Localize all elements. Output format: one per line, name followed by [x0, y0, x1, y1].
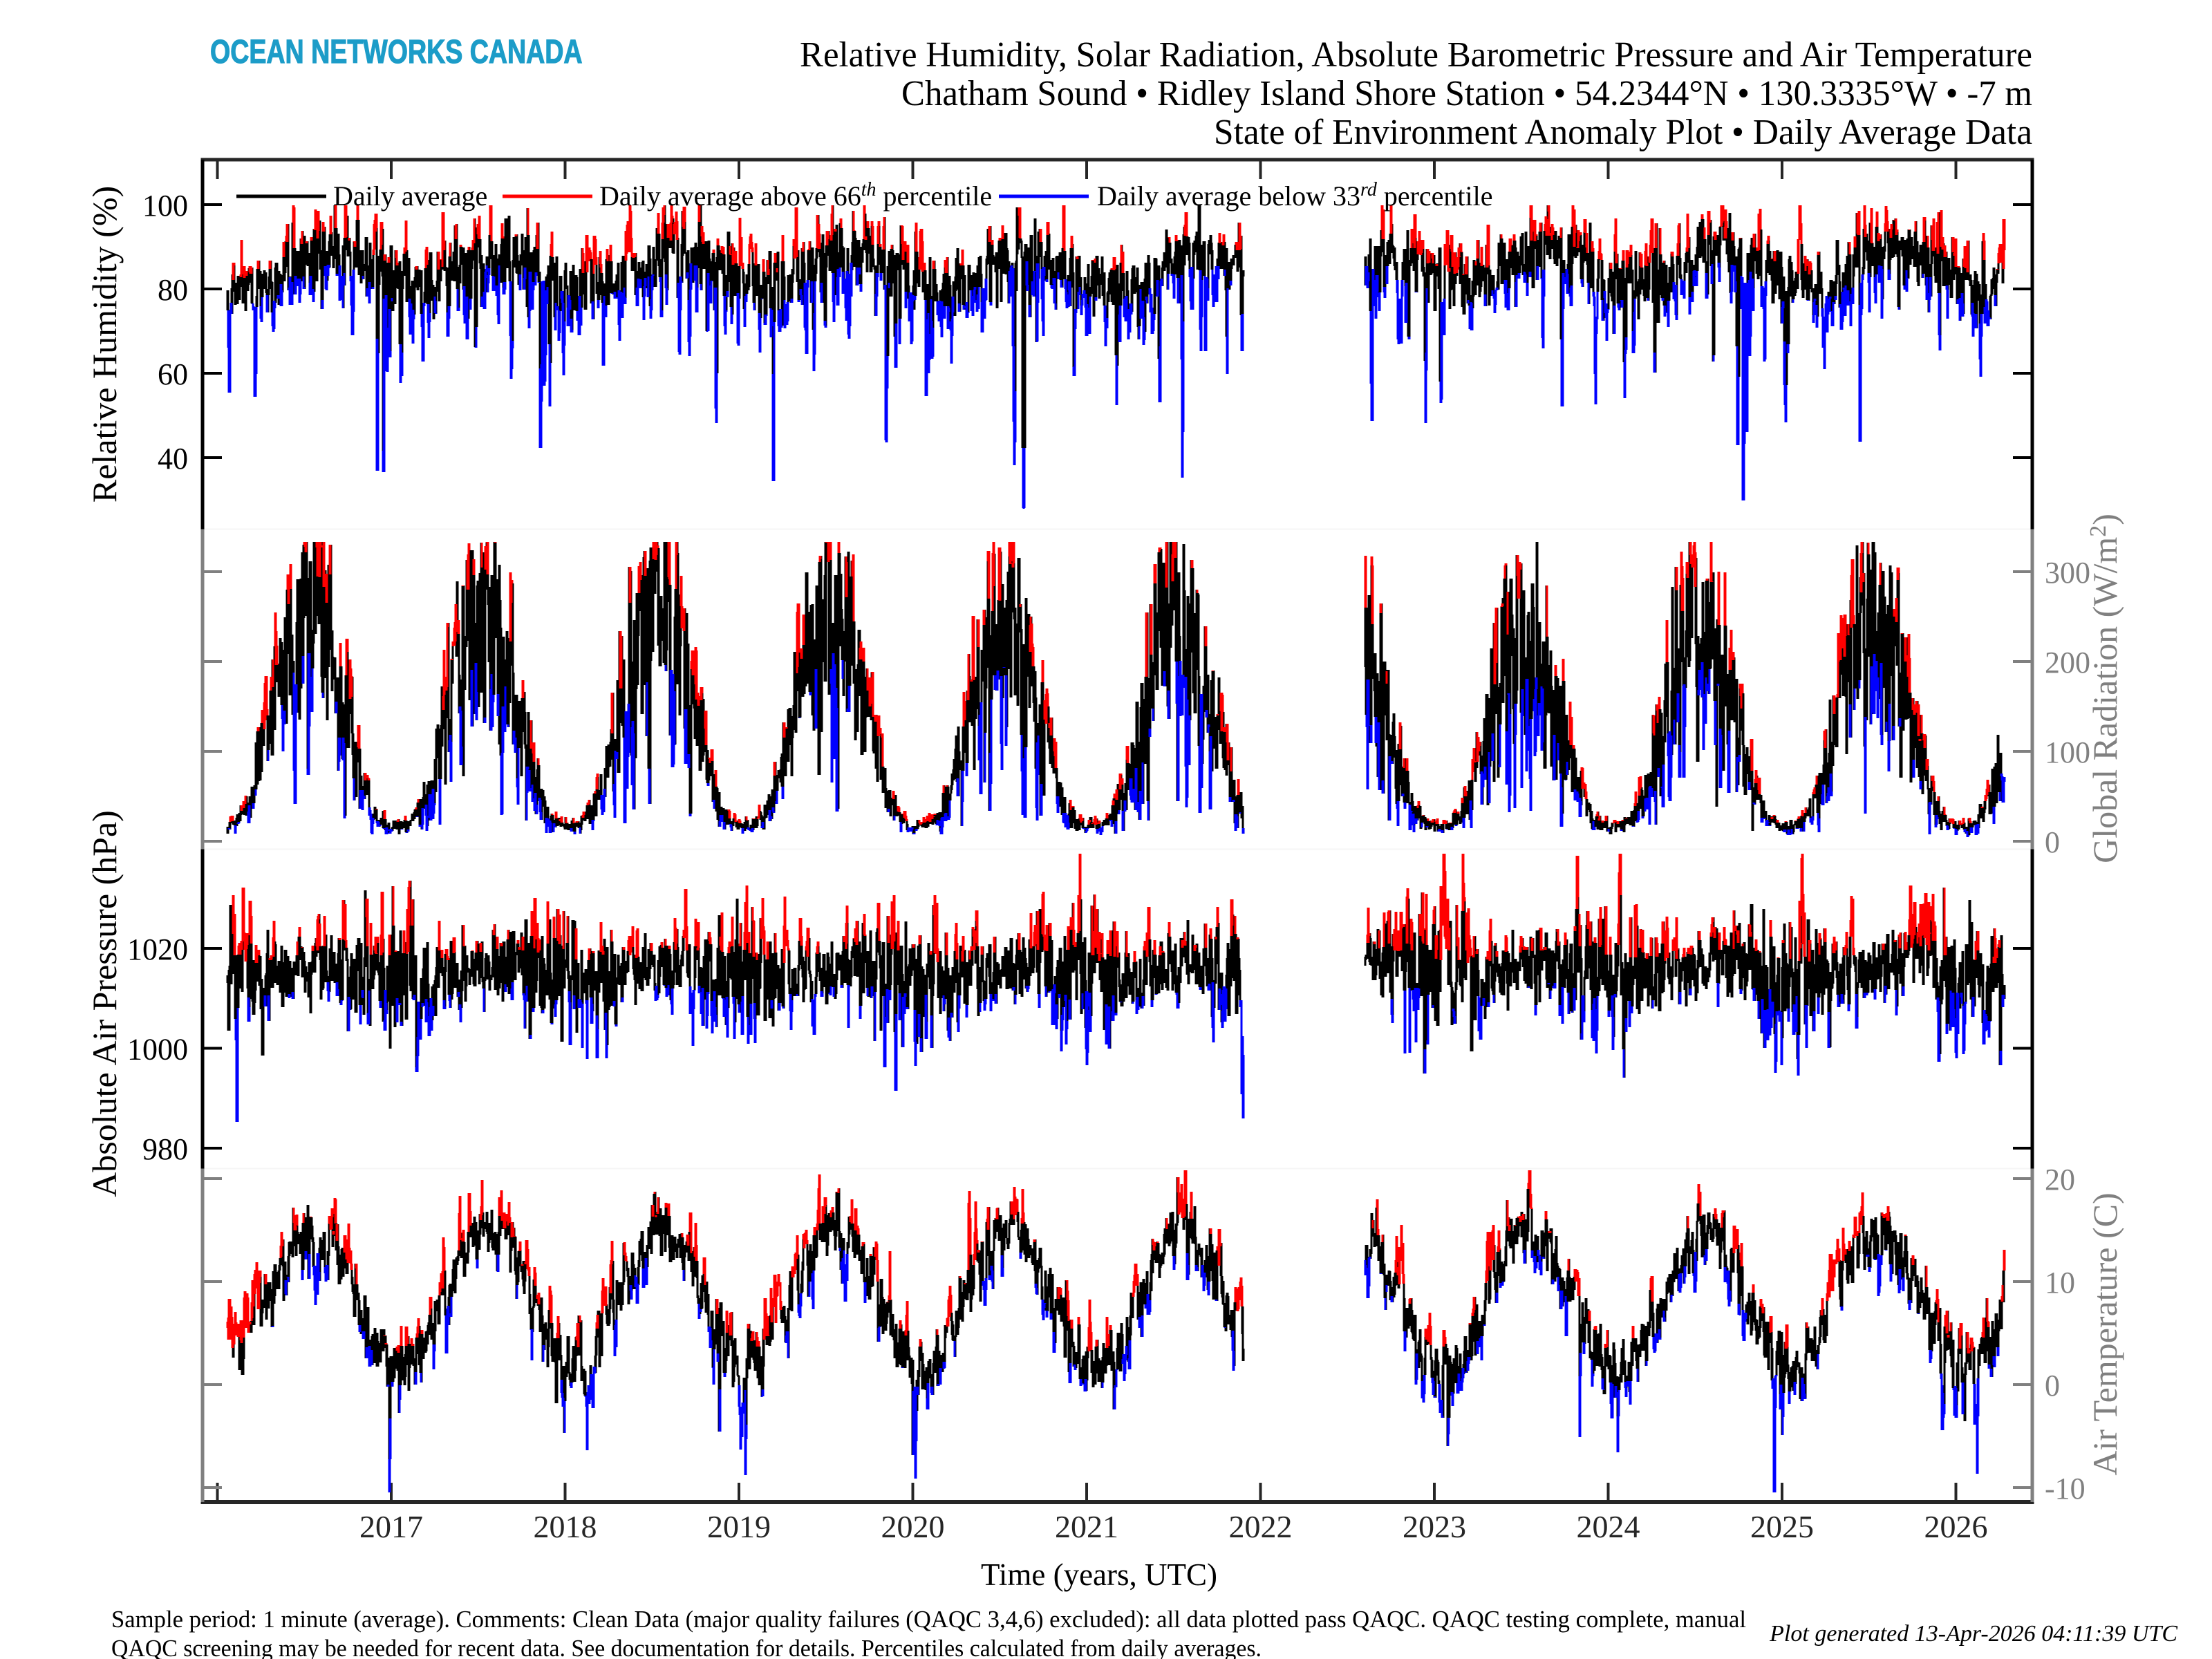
- svg-text:1020: 1020: [127, 932, 188, 966]
- svg-text:60: 60: [158, 357, 188, 391]
- svg-text:Daily average above 66th perce: Daily average above 66th percentile: [599, 179, 992, 212]
- svg-text:Relative Humidity (%): Relative Humidity (%): [85, 186, 124, 503]
- svg-text:20: 20: [2045, 1163, 2075, 1197]
- svg-text:Sample period: 1 minute (avera: Sample period: 1 minute (average). Comme…: [111, 1606, 1746, 1633]
- svg-text:0: 0: [2045, 825, 2060, 859]
- svg-text:980: 980: [142, 1132, 188, 1166]
- svg-text:2020: 2020: [881, 1509, 945, 1544]
- svg-text:Air Temperature (C): Air Temperature (C): [2086, 1192, 2124, 1475]
- svg-text:1000: 1000: [127, 1033, 188, 1067]
- svg-text:State of Environment Anomaly P: State of Environment Anomaly Plot • Dail…: [1214, 113, 2032, 152]
- svg-text:40: 40: [158, 442, 188, 476]
- svg-text:Daily average: Daily average: [333, 180, 487, 212]
- svg-text:2026: 2026: [1924, 1509, 1988, 1544]
- svg-text:2019: 2019: [707, 1509, 771, 1544]
- svg-text:100: 100: [142, 189, 188, 223]
- svg-text:Plot generated 13-Apr-2026 04:: Plot generated 13-Apr-2026 04:11:39 UTC: [1769, 1621, 2177, 1647]
- svg-text:Daily average below 33rd perce: Daily average below 33rd percentile: [1097, 179, 1493, 212]
- svg-text:-10: -10: [2045, 1472, 2086, 1506]
- svg-text:2024: 2024: [1577, 1509, 1640, 1544]
- svg-text:QAQC screening may be needed f: QAQC screening may be needed for recent …: [111, 1635, 1262, 1659]
- svg-text:10: 10: [2045, 1266, 2075, 1300]
- svg-text:Relative Humidity, Solar Radia: Relative Humidity, Solar Radiation, Abso…: [800, 35, 2032, 75]
- svg-text:100: 100: [2045, 735, 2090, 769]
- svg-text:200: 200: [2045, 646, 2090, 679]
- svg-text:0: 0: [2045, 1369, 2060, 1403]
- svg-text:2022: 2022: [1229, 1509, 1293, 1544]
- svg-text:2018: 2018: [534, 1509, 597, 1544]
- svg-text:2025: 2025: [1750, 1509, 1814, 1544]
- svg-text:Chatham Sound • Ridley Island: Chatham Sound • Ridley Island Shore Stat…: [901, 74, 2032, 113]
- svg-text:2023: 2023: [1403, 1509, 1466, 1544]
- svg-text:Global Radiation (W/m2): Global Radiation (W/m2): [2086, 514, 2124, 863]
- svg-text:2017: 2017: [359, 1509, 423, 1544]
- svg-text:300: 300: [2045, 556, 2090, 590]
- svg-text:Absolute Air Pressure (hPa): Absolute Air Pressure (hPa): [85, 810, 124, 1197]
- svg-text:Time (years, UTC): Time (years, UTC): [981, 1557, 1217, 1592]
- svg-text:2021: 2021: [1055, 1509, 1118, 1544]
- svg-text:80: 80: [158, 273, 188, 307]
- svg-text:OCEAN NETWORKS CANADA: OCEAN NETWORKS CANADA: [210, 34, 583, 71]
